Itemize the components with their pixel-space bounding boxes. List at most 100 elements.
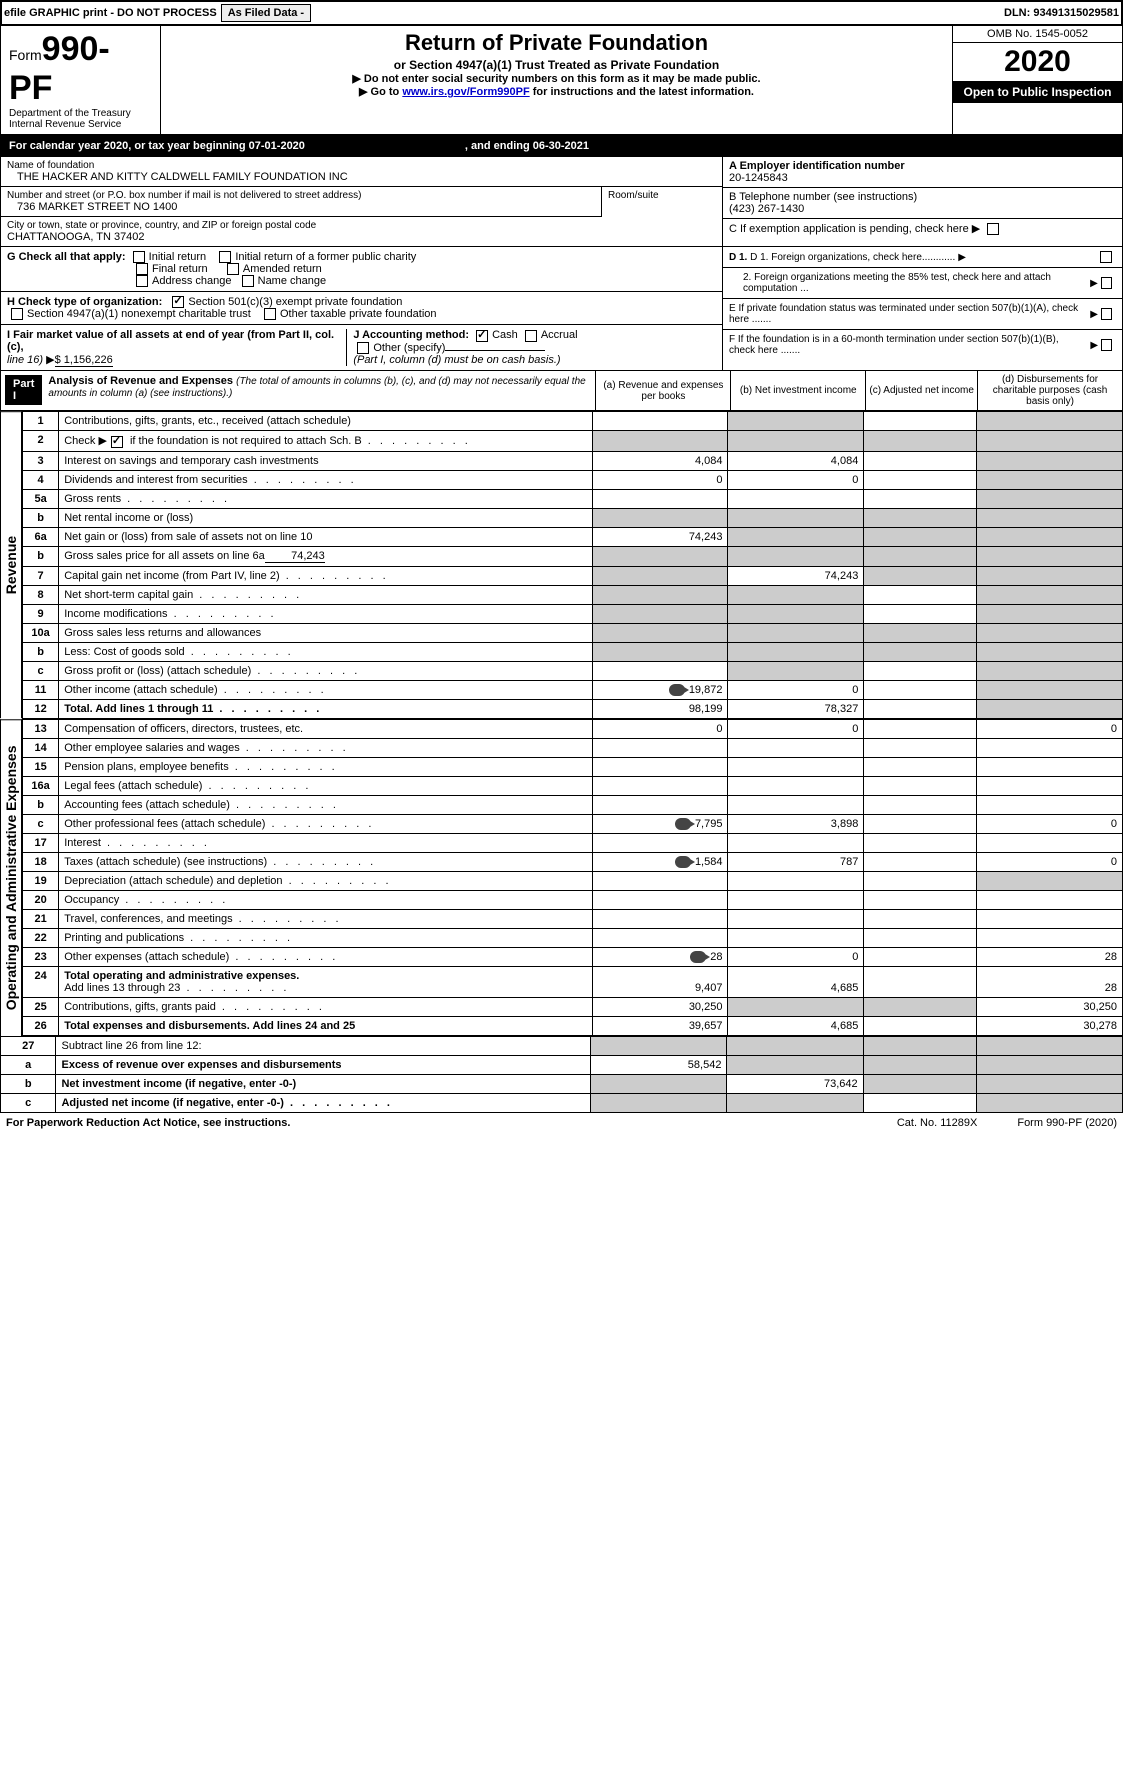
name-change-checkbox[interactable] — [242, 275, 254, 287]
part1-title: Analysis of Revenue and Expenses — [48, 375, 233, 387]
foundation-name: THE HACKER AND KITTY CALDWELL FAMILY FOU… — [7, 171, 716, 183]
dept-irs: Internal Revenue Service — [9, 119, 152, 130]
table-row: aExcess of revenue over expenses and dis… — [1, 1055, 1123, 1074]
part1-badge: Part I — [5, 375, 42, 405]
attachment-icon[interactable] — [669, 684, 685, 696]
table-row: 2Check ▶ if the foundation is not requir… — [23, 431, 1123, 451]
ein-cell: A Employer identification number 20-1245… — [723, 157, 1122, 188]
omb-number: OMB No. 1545-0052 — [953, 26, 1122, 43]
table-row: 4Dividends and interest from securities0… — [23, 470, 1123, 489]
attachment-icon[interactable] — [675, 856, 691, 868]
other-method-checkbox[interactable] — [357, 342, 369, 354]
irs-link[interactable]: www.irs.gov/Form990PF — [402, 86, 529, 98]
accrual-checkbox[interactable] — [525, 330, 537, 342]
room-suite-cell: Room/suite — [602, 187, 722, 217]
foundation-name-cell: Name of foundation THE HACKER AND KITTY … — [1, 157, 722, 187]
exemption-checkbox[interactable] — [987, 223, 999, 235]
expenses-section: Operating and Administrative Expenses 13… — [0, 719, 1123, 1036]
table-row: 1Contributions, gifts, grants, etc., rec… — [23, 412, 1123, 431]
d1-checkbox[interactable] — [1100, 251, 1112, 263]
tax-year: 2020 — [953, 43, 1122, 81]
phone-cell: B Telephone number (see instructions) (4… — [723, 188, 1122, 219]
table-row: 21Travel, conferences, and meetings — [23, 909, 1123, 928]
ssn-warning: ▶ Do not enter social security numbers o… — [165, 72, 948, 85]
d2-foreign-85: 2. Foreign organizations meeting the 85%… — [723, 268, 1122, 299]
table-row: 14Other employee salaries and wages — [23, 738, 1123, 757]
form-number: 990-PF — [9, 30, 110, 107]
as-filed-button: As Filed Data - — [221, 4, 311, 22]
table-row: 12Total. Add lines 1 through 1198,19978,… — [23, 699, 1123, 718]
omb-box: OMB No. 1545-0052 2020 Open to Public In… — [952, 26, 1122, 134]
fmv-value: $ 1,156,226 — [55, 354, 113, 367]
table-row: 23Other expenses (attach schedule)28028 — [23, 947, 1123, 966]
section-g-h-row: G Check all that apply: Initial return I… — [0, 247, 1123, 371]
table-row: 19Depreciation (attach schedule) and dep… — [23, 871, 1123, 890]
col-d-header: (d) Disbursements for charitable purpose… — [977, 371, 1122, 410]
revenue-section: Revenue 1Contributions, gifts, grants, e… — [0, 411, 1123, 718]
public-inspection-badge: Open to Public Inspection — [953, 81, 1122, 103]
catalog-number: Cat. No. 11289X — [897, 1117, 978, 1129]
table-row: 24Total operating and administrative exp… — [23, 966, 1123, 997]
cash-checkbox[interactable] — [476, 330, 488, 342]
table-row: 11Other income (attach schedule)19,8720 — [23, 680, 1123, 699]
form-version: Form 990-PF (2020) — [1017, 1117, 1117, 1129]
table-row: 20Occupancy — [23, 890, 1123, 909]
amended-return-checkbox[interactable] — [227, 263, 239, 275]
goto-instruction: ▶ Go to www.irs.gov/Form990PF for instru… — [165, 85, 948, 98]
return-title: Return of Private Foundation — [165, 30, 948, 56]
expenses-table: 13Compensation of officers, directors, t… — [22, 719, 1123, 1036]
table-row: 27Subtract line 26 from line 12: — [1, 1036, 1123, 1055]
attachment-icon[interactable] — [690, 951, 706, 963]
col-c-header: (c) Adjusted net income — [865, 371, 977, 410]
calendar-year-row: For calendar year 2020, or tax year begi… — [0, 135, 1123, 157]
initial-return-checkbox[interactable] — [133, 251, 145, 263]
address-change-checkbox[interactable] — [136, 275, 148, 287]
efile-label: efile GRAPHIC print - DO NOT PROCESS — [4, 7, 217, 19]
table-row: 6aNet gain or (loss) from sale of assets… — [23, 527, 1123, 546]
col-a-header: (a) Revenue and expenses per books — [595, 371, 730, 410]
city-cell: City or town, state or province, country… — [1, 217, 722, 246]
table-row: 5aGross rents — [23, 489, 1123, 508]
table-row: 16aLegal fees (attach schedule) — [23, 776, 1123, 795]
table-row: cGross profit or (loss) (attach schedule… — [23, 661, 1123, 680]
form-number-box: Form990-PF Department of the Treasury In… — [1, 26, 161, 134]
return-subtitle: or Section 4947(a)(1) Trust Treated as P… — [165, 58, 948, 72]
d1-foreign-org: D 1. D 1. Foreign organizations, check h… — [723, 247, 1122, 268]
4947-checkbox[interactable] — [11, 308, 23, 320]
table-row: 9Income modifications — [23, 604, 1123, 623]
other-taxable-checkbox[interactable] — [264, 308, 276, 320]
initial-former-checkbox[interactable] — [219, 251, 231, 263]
table-row: 8Net short-term capital gain — [23, 585, 1123, 604]
501c3-checkbox[interactable] — [172, 296, 184, 308]
table-row: 26Total expenses and disbursements. Add … — [23, 1016, 1123, 1035]
address-cell: Number and street (or P.O. box number if… — [1, 187, 602, 217]
form-prefix: Form — [9, 47, 42, 63]
f-checkbox[interactable] — [1101, 339, 1112, 351]
line27-table: 27Subtract line 26 from line 12: aExcess… — [0, 1036, 1123, 1113]
d2-checkbox[interactable] — [1101, 277, 1112, 289]
phone-value: (423) 267-1430 — [729, 203, 1116, 215]
calendar-end: , and ending 06-30-2021 — [465, 140, 589, 152]
dln-label: DLN: 93491315029581 — [1004, 7, 1119, 19]
table-row: 15Pension plans, employee benefits — [23, 757, 1123, 776]
attachment-icon[interactable] — [675, 818, 691, 830]
exemption-pending-cell: C If exemption application is pending, c… — [723, 219, 1122, 238]
revenue-vertical-label: Revenue — [0, 411, 22, 718]
table-row: cAdjusted net income (if negative, enter… — [1, 1093, 1123, 1112]
f-60month: F If the foundation is in a 60-month ter… — [723, 330, 1122, 360]
table-row: 7Capital gain net income (from Part IV, … — [23, 566, 1123, 585]
e-terminated: E If private foundation status was termi… — [723, 299, 1122, 330]
section-i-j: I Fair market value of all assets at end… — [1, 325, 722, 370]
table-row: cOther professional fees (attach schedul… — [23, 814, 1123, 833]
e-checkbox[interactable] — [1101, 308, 1112, 320]
table-row: 18Taxes (attach schedule) (see instructi… — [23, 852, 1123, 871]
table-row: 3Interest on savings and temporary cash … — [23, 451, 1123, 470]
entity-info-grid: Name of foundation THE HACKER AND KITTY … — [0, 157, 1123, 247]
section-g: G Check all that apply: Initial return I… — [1, 247, 722, 292]
table-row: 22Printing and publications — [23, 928, 1123, 947]
table-row: bAccounting fees (attach schedule) — [23, 795, 1123, 814]
sch-b-checkbox[interactable] — [111, 436, 123, 448]
final-return-checkbox[interactable] — [136, 263, 148, 275]
page-footer: For Paperwork Reduction Act Notice, see … — [0, 1113, 1123, 1133]
street-address: 736 MARKET STREET NO 1400 — [7, 201, 595, 213]
